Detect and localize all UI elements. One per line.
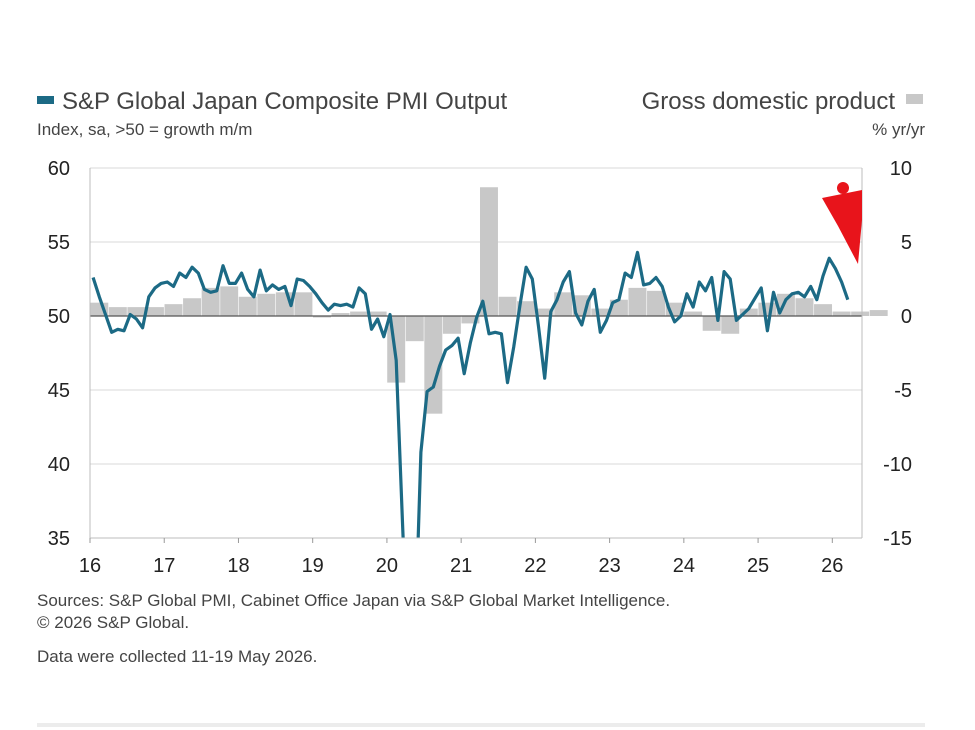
gdp-bar — [183, 298, 202, 316]
x-tick-label: 19 — [302, 555, 324, 577]
gdp-bar — [405, 316, 424, 342]
copyright-text: © 2026 S&P Global. — [37, 613, 190, 632]
right-tick-label: -10 — [883, 454, 912, 476]
gdp-bar — [851, 311, 870, 316]
pmi-line — [91, 250, 850, 538]
gdp-bar — [684, 311, 703, 316]
legend-pmi-label: S&P Global Japan Composite PMI Output — [62, 88, 507, 115]
gdp-bar — [609, 299, 628, 316]
gdp-bar — [238, 296, 257, 316]
right-tick-label: 0 — [901, 306, 912, 328]
gdp-bar — [832, 311, 851, 316]
left-tick-label: 55 — [48, 232, 70, 254]
x-tick-label: 17 — [153, 555, 175, 577]
left-tick-label: 50 — [48, 306, 70, 328]
red-arrow-icon — [822, 190, 862, 264]
footer-notes: Sources: S&P Global PMI, Cabinet Office … — [37, 590, 670, 668]
collection-note: Data were collected 11-19 May 2026. — [37, 647, 318, 666]
bottom-divider — [37, 723, 925, 727]
left-tick-label: 45 — [48, 380, 70, 402]
x-tick-label: 18 — [227, 555, 249, 577]
x-tick-label: 25 — [747, 555, 769, 577]
gdp-bar — [498, 296, 517, 316]
left-axis-label: Index, sa, >50 = growth m/m — [37, 120, 252, 139]
gdp-bar — [535, 308, 554, 316]
gdp-bar — [201, 287, 220, 316]
x-tick-label: 22 — [524, 555, 546, 577]
gdp-bar — [647, 290, 665, 316]
gdp-bar — [127, 307, 146, 316]
right-tick-label: 5 — [901, 232, 912, 254]
gdp-bar — [108, 307, 127, 316]
legend-gdp-swatch — [906, 94, 923, 104]
gdp-bar — [220, 286, 239, 316]
gdp-bar — [461, 316, 480, 324]
left-tick-label: 40 — [48, 454, 70, 476]
gdp-bar — [294, 292, 313, 316]
red-arrow-knob — [837, 182, 849, 194]
x-tick-label: 16 — [79, 555, 101, 577]
left-tick-label: 35 — [48, 528, 70, 550]
left-tick-label: 60 — [48, 158, 70, 180]
gdp-bar — [702, 316, 721, 331]
x-tick-label: 24 — [673, 555, 695, 577]
legend-pmi-swatch — [37, 96, 54, 104]
gdp-bar — [795, 298, 814, 316]
gdp-bar — [480, 187, 498, 316]
gdp-bar — [814, 304, 833, 316]
gdp-bar — [368, 311, 387, 316]
pmi-line-group — [91, 250, 850, 538]
gdp-bar — [591, 308, 610, 316]
x-tick-label: 21 — [450, 555, 472, 577]
gdp-bar — [331, 313, 350, 316]
right-tick-label: -15 — [883, 528, 912, 550]
x-tick-label: 26 — [821, 555, 843, 577]
gdp-bar — [739, 308, 758, 316]
x-tick-labels: 16 17 18 19 20 21 22 23 24 25 26 — [79, 538, 843, 577]
right-tick-label: 10 — [890, 158, 912, 180]
gdp-bar — [145, 307, 164, 316]
gdp-bar — [628, 287, 647, 316]
legend-gdp-label: Gross domestic product — [642, 88, 896, 115]
gdp-bar — [350, 311, 369, 316]
right-tick-label: -5 — [894, 380, 912, 402]
x-tick-label: 23 — [598, 555, 620, 577]
right-tick-labels: 10 5 0 -5 -10 -15 — [883, 158, 912, 550]
gdp-bars — [90, 187, 888, 414]
red-arrow-annotation — [822, 182, 862, 264]
right-axis-label: % yr/yr — [872, 120, 925, 139]
gdp-bar — [869, 310, 888, 316]
gdp-bar — [164, 304, 183, 316]
sources-text: Sources: S&P Global PMI, Cabinet Office … — [37, 591, 671, 610]
gdp-bar — [721, 316, 740, 334]
gdp-bar — [257, 293, 276, 316]
gdp-bar — [758, 302, 777, 316]
x-tick-label: 20 — [376, 555, 398, 577]
left-tick-labels: 60 55 50 45 40 35 — [48, 158, 70, 550]
gdp-bar — [442, 316, 461, 334]
gdp-bar — [312, 316, 331, 318]
